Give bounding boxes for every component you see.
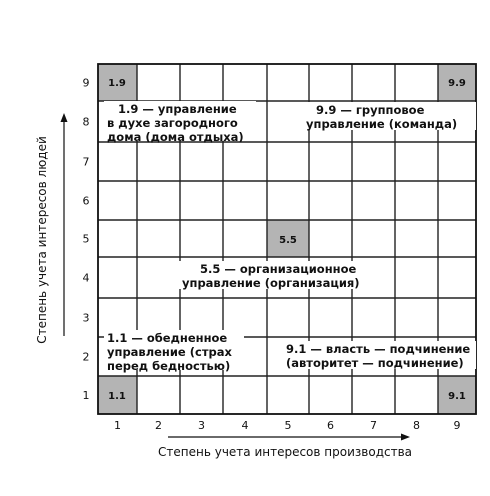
- style-1-9-line-3: дома (дома отдыха): [107, 130, 244, 144]
- style-1-9-line-2: в духе загородного: [107, 116, 238, 130]
- style-1-1-line-2: управление (страх: [107, 345, 232, 359]
- y-axis-arrow: [60, 113, 68, 336]
- shaded-cell-5-5: [267, 220, 309, 257]
- shaded-cells: [98, 64, 476, 414]
- x-tick-label: 5: [285, 419, 292, 432]
- style-1-1-line-1: 1.1 — обедненное: [107, 331, 227, 345]
- cell-label-1-9: 1.9: [108, 78, 126, 89]
- x-tick-label: 6: [327, 419, 334, 432]
- y-axis-title: Степень учета интересов людей: [35, 136, 49, 344]
- style-9-1-line-1: 9.1 — власть — подчинение: [286, 342, 470, 356]
- y-tick-label: 8: [83, 116, 90, 129]
- y-axis-ticks: 1 2 3 4 5 6 7 8 9: [83, 77, 90, 403]
- x-axis-title: Степень учета интересов производства: [158, 445, 412, 459]
- x-axis-ticks: 1 2 3 4 5 6 7 8 9: [114, 419, 461, 432]
- cell-label-5-5: 5.5: [279, 235, 297, 246]
- y-tick-label: 6: [83, 195, 90, 208]
- style-5-5-line-1: 5.5 — организационное: [200, 262, 357, 276]
- cell-label-1-1: 1.1: [108, 391, 126, 402]
- style-1-1-line-3: перед бедностью): [107, 359, 230, 373]
- y-tick-label: 5: [83, 233, 90, 246]
- x-tick-label: 3: [198, 419, 205, 432]
- shaded-cell-9-1: [438, 376, 476, 414]
- style-1-9-text: 1.9 — управление в духе загородного дома…: [107, 102, 244, 144]
- style-1-9-line-1: 1.9 — управление: [118, 102, 237, 116]
- y-tick-label: 3: [83, 312, 90, 325]
- x-tick-label: 7: [370, 419, 377, 432]
- style-9-9-line-2: управление (команда): [306, 117, 457, 131]
- style-9-1-text: 9.1 — власть — подчинение (авторитет — п…: [286, 342, 474, 370]
- style-5-5-line-2: управление (организация): [182, 276, 360, 290]
- x-tick-label: 1: [114, 419, 121, 432]
- cell-label-9-1: 9.1: [448, 391, 466, 402]
- shaded-cell-1-1: [98, 376, 137, 414]
- style-9-1-line-2: (авторитет — подчинение): [286, 356, 464, 370]
- shaded-cell-1-9: [98, 64, 137, 101]
- y-tick-label: 9: [83, 77, 90, 90]
- region-text-backgrounds: [104, 101, 476, 370]
- x-axis-arrow: [168, 433, 410, 441]
- region-texts: 1.9 — управление в духе загородного дома…: [107, 102, 474, 373]
- style-5-5-text: 5.5 — организационное управление (органи…: [182, 262, 360, 290]
- x-tick-label: 4: [242, 419, 249, 432]
- y-tick-label: 2: [83, 351, 90, 364]
- grid-frame: [97, 63, 477, 415]
- shaded-cell-9-9: [438, 64, 476, 101]
- cell-label-9-9: 9.9: [448, 78, 466, 89]
- style-9-9-line-1: 9.9 — групповое: [316, 103, 425, 117]
- y-tick-label: 7: [83, 156, 90, 169]
- y-tick-label: 4: [83, 272, 90, 285]
- style-9-9-text: 9.9 — групповое управление (команда): [306, 103, 457, 131]
- x-tick-label: 8: [413, 419, 420, 432]
- x-tick-label: 2: [155, 419, 162, 432]
- style-1-1-text: 1.1 — обедненное управление (страх перед…: [107, 331, 236, 373]
- y-tick-label: 1: [83, 389, 90, 402]
- shaded-cell-labels: 1.9 9.9 5.5 1.1 9.1: [108, 78, 466, 402]
- x-tick-label: 9: [454, 419, 461, 432]
